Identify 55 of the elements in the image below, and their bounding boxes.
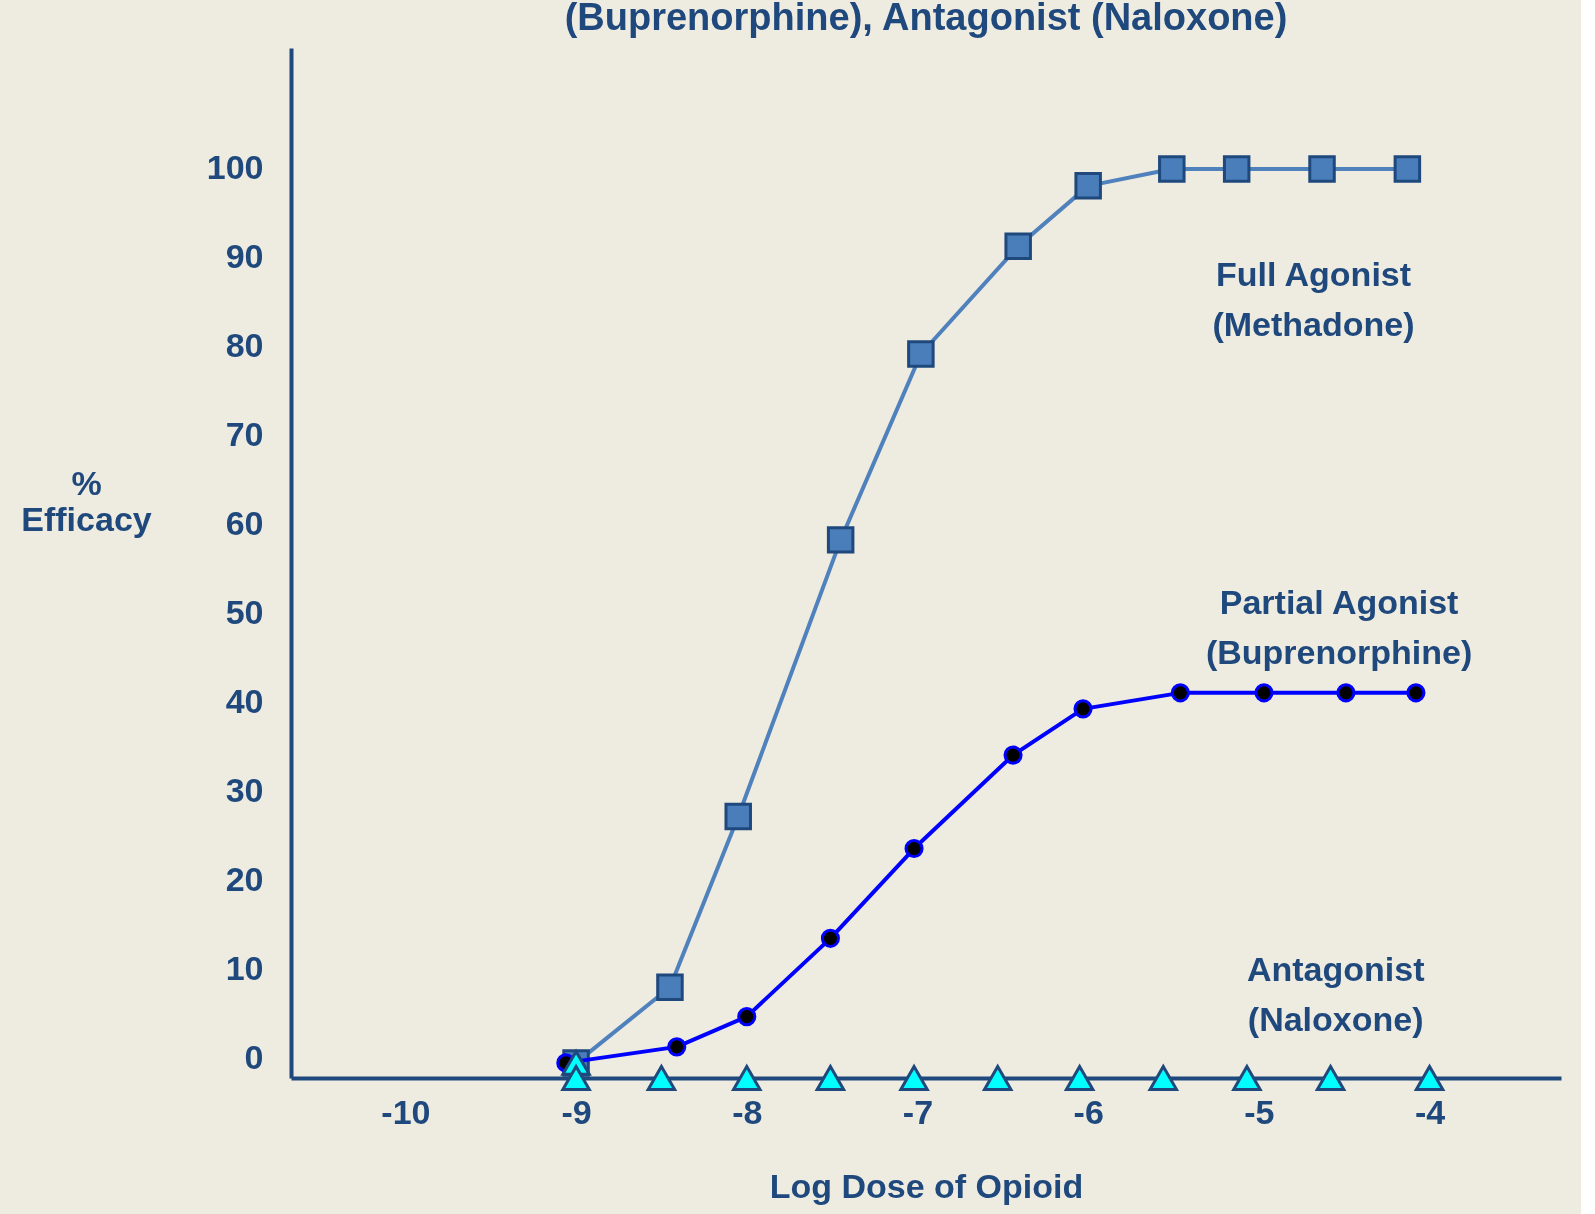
point <box>1315 1065 1346 1091</box>
point <box>1406 683 1426 703</box>
series-label: Antagonist (Naloxone) <box>1246 950 1425 1039</box>
x-tick-label: -4 <box>1414 1092 1446 1131</box>
point <box>982 1065 1013 1091</box>
point <box>732 1065 762 1091</box>
point <box>1232 1065 1262 1091</box>
x-tick-label: -10 <box>381 1092 431 1131</box>
point <box>1064 1065 1095 1091</box>
y-tick-label: 80 <box>225 326 264 365</box>
point <box>737 1007 757 1027</box>
point <box>1003 745 1023 765</box>
point <box>561 1065 591 1091</box>
y-tick-label: 70 <box>225 415 264 454</box>
point <box>1222 155 1251 183</box>
point <box>907 340 935 368</box>
y-tick-label: 60 <box>225 504 264 543</box>
x-tick-label: -9 <box>561 1092 592 1131</box>
point <box>899 1065 929 1091</box>
point <box>1336 683 1356 703</box>
point <box>1414 1065 1445 1091</box>
series-label: Partial Agonist (Buprenorphine) <box>1205 582 1473 671</box>
text: Full Agonist (Methadone) <box>1212 254 1415 343</box>
point <box>1074 172 1102 200</box>
point <box>826 526 855 554</box>
point <box>904 838 924 859</box>
point <box>724 802 752 831</box>
y-tick-label: 30 <box>225 771 264 810</box>
x-axis-title: Log Dose of Opioid <box>769 1166 1084 1205</box>
point <box>1073 699 1093 719</box>
y-tick-label: 90 <box>225 237 264 276</box>
point <box>667 1037 687 1057</box>
y-tick-label: 40 <box>225 682 264 721</box>
point <box>1254 683 1274 703</box>
point <box>1393 155 1422 183</box>
x-tick-label: -5 <box>1244 1092 1275 1131</box>
y-axis-title: % Efficacy <box>21 463 152 538</box>
point <box>1158 155 1186 183</box>
point <box>646 1065 677 1091</box>
y-tick-label: 100 <box>206 148 264 187</box>
point <box>1308 155 1336 183</box>
point <box>820 928 840 948</box>
point <box>1170 683 1190 703</box>
point <box>1004 232 1032 261</box>
x-tick-label: -6 <box>1073 1092 1104 1131</box>
x-tick-label: -7 <box>902 1092 934 1131</box>
point <box>1148 1065 1178 1091</box>
chart-title: (Buprenorphine), Antagonist (Naloxone) <box>564 0 1288 38</box>
y-tick-label: 0 <box>244 1037 264 1076</box>
y-tick-label: 20 <box>225 860 264 899</box>
x-tick-label: -8 <box>732 1092 763 1131</box>
point <box>656 973 684 1002</box>
point <box>815 1065 846 1091</box>
y-tick-label: 50 <box>225 593 264 632</box>
y-tick-label: 10 <box>225 948 264 987</box>
